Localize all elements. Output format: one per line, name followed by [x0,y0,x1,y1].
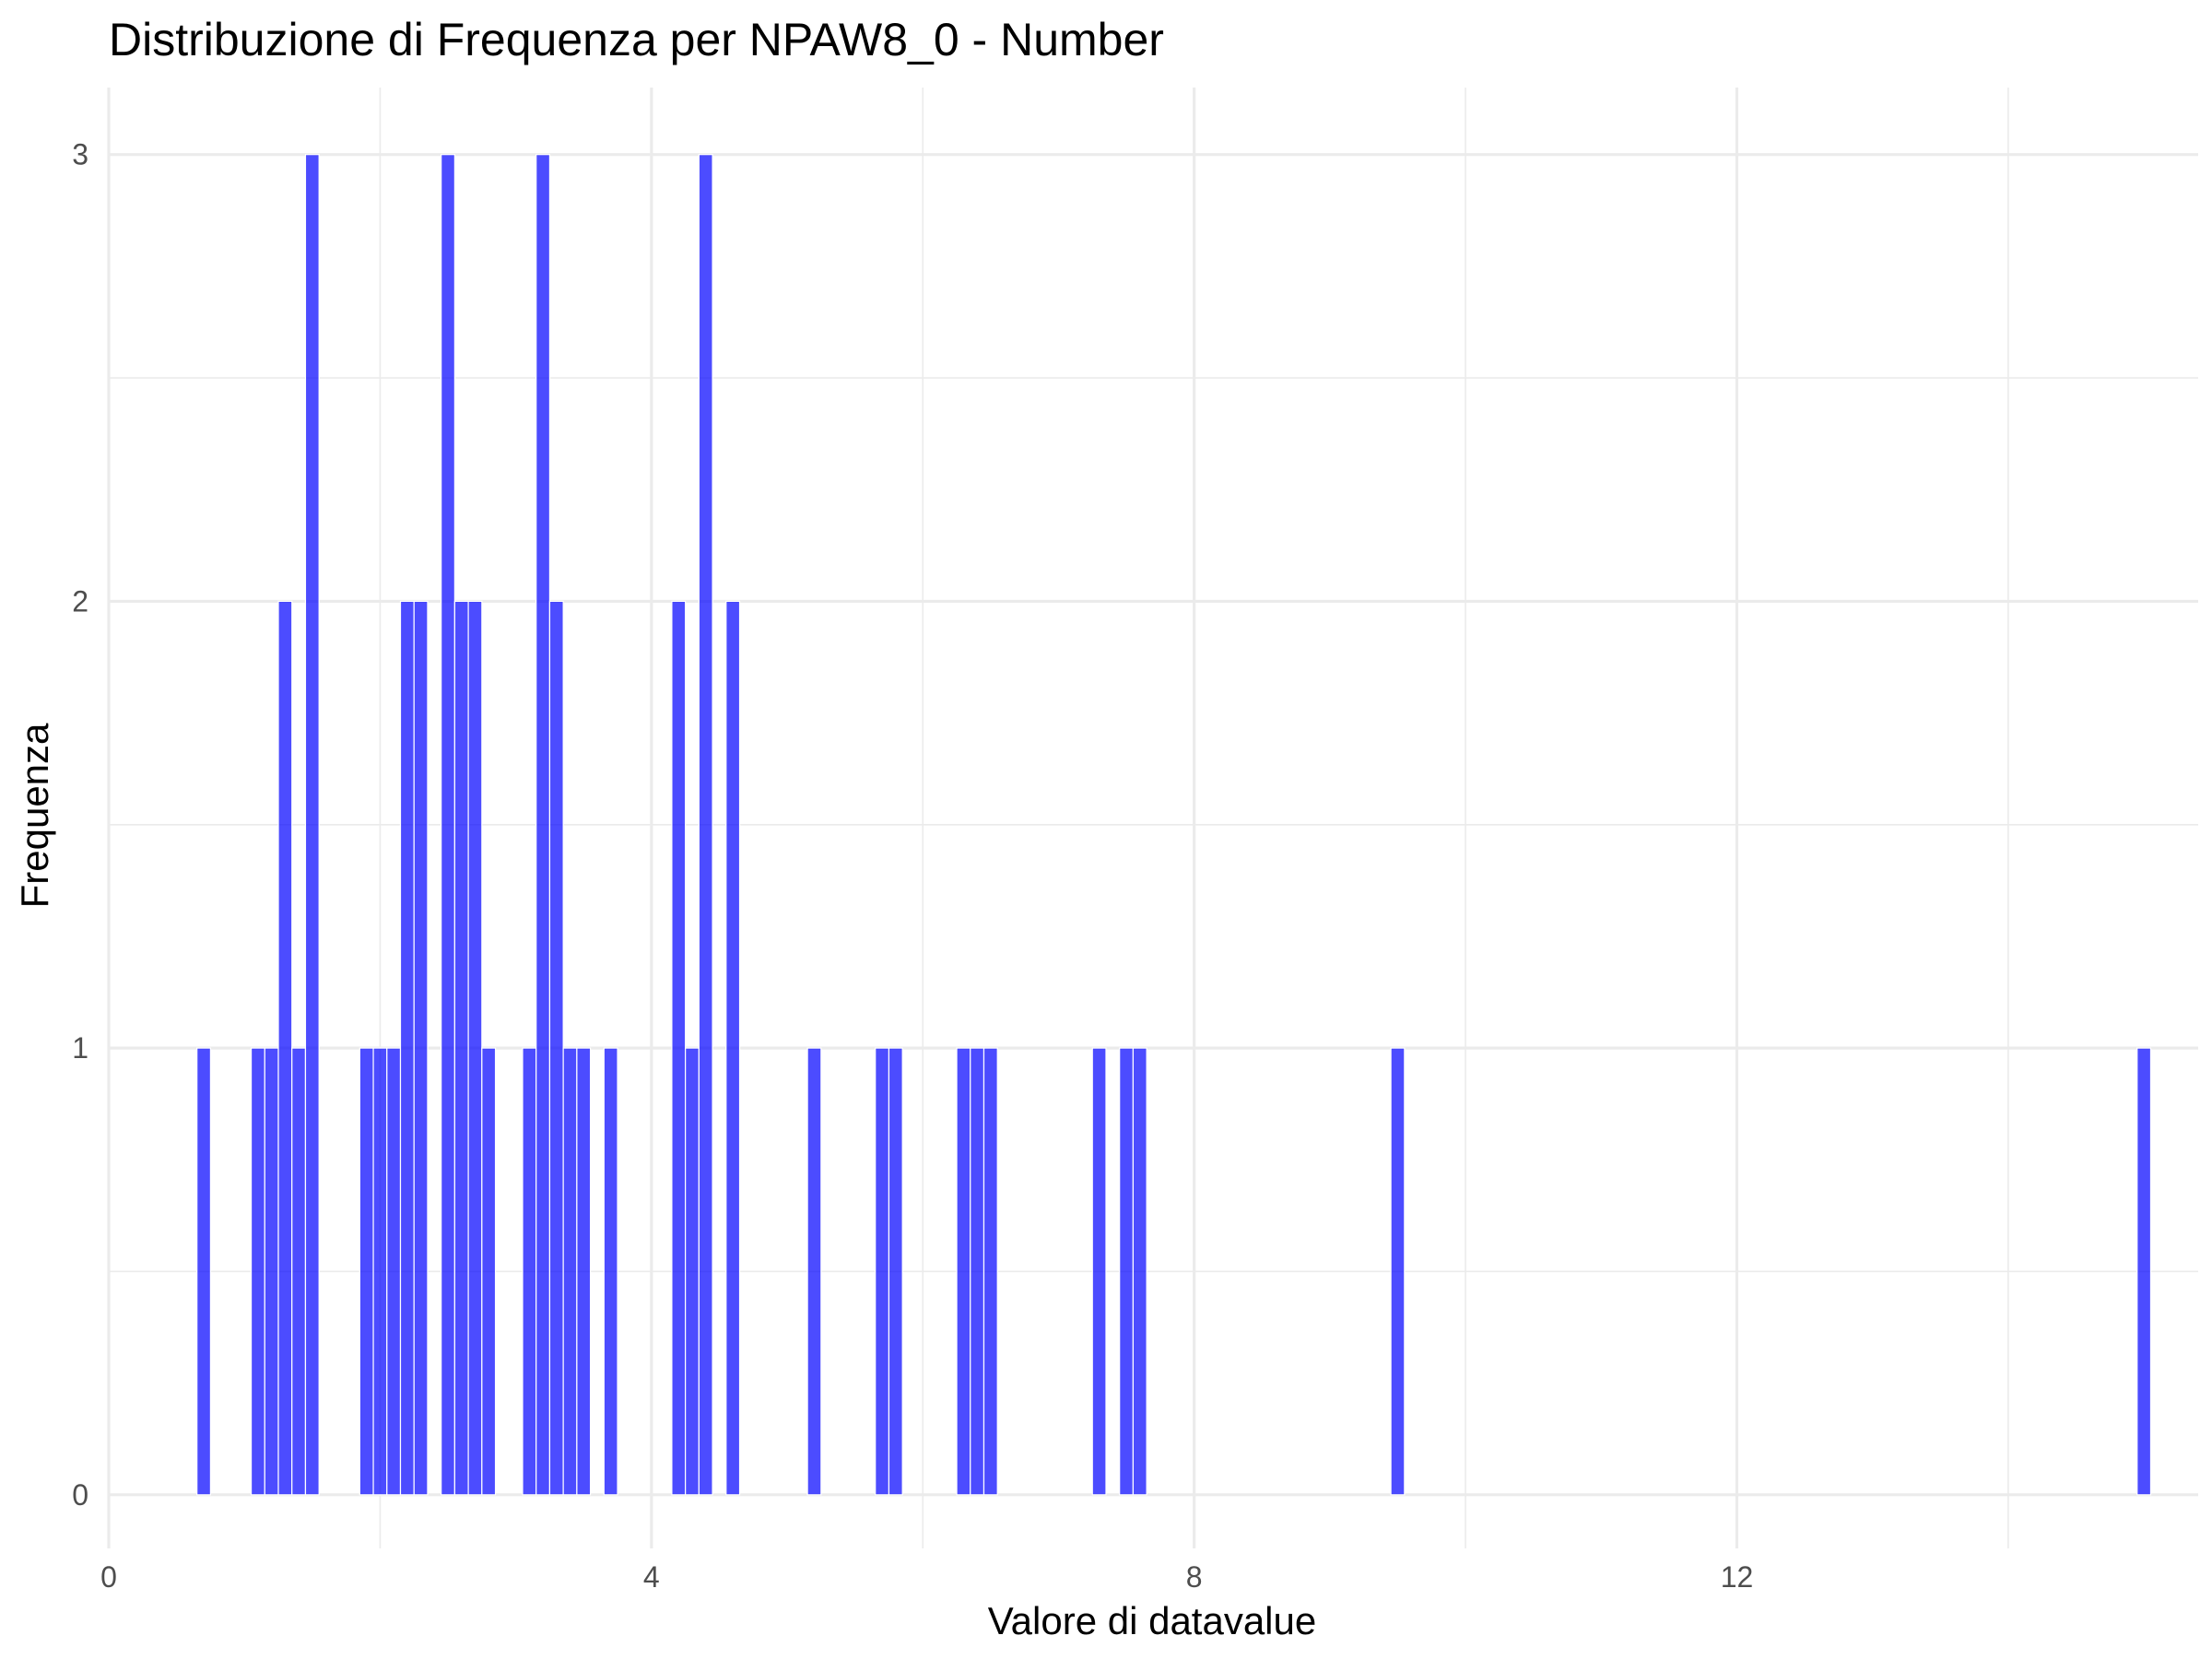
histogram-bar [698,154,713,1496]
histogram-bar [372,1047,388,1496]
histogram-bar [548,600,564,1496]
histogram-bar [277,600,293,1496]
histogram-bar [196,1047,212,1496]
histogram-bar [359,1047,374,1496]
bars [196,154,2152,1496]
histogram-bar [956,1047,971,1496]
histogram-bar [1091,1047,1107,1496]
x-tick-label: 8 [1186,1560,1203,1594]
histogram-bar [413,600,429,1496]
y-tick-label: 2 [72,584,88,618]
histogram-bar [441,154,455,1496]
histogram-bar [1390,1047,1406,1496]
histogram-bar [522,1047,537,1496]
x-tick-label: 12 [1721,1560,1754,1594]
x-tick-label: 0 [100,1560,117,1594]
y-tick-label: 1 [72,1031,88,1065]
histogram-bar [467,600,483,1496]
histogram-bar [291,1047,307,1496]
histogram-bar [1132,1047,1147,1496]
histogram-bar [576,1047,592,1496]
histogram-bar [875,1047,890,1496]
y-tick-label: 3 [72,138,88,171]
histogram-bar [1119,1047,1135,1496]
histogram-bar [671,600,687,1496]
chart-title: Distribuzione di Frequenza per NPAW8_0 -… [109,14,1164,65]
histogram-bar [685,1047,700,1496]
histogram-bar [453,600,469,1496]
histogram-bar [264,1047,279,1496]
x-axis-title: Valore di datavalue [988,1599,1316,1642]
y-axis-title: Frequenza [13,723,56,908]
histogram-bar [970,1047,985,1496]
histogram-bar [481,1047,497,1496]
histogram-bar [725,600,741,1496]
x-tick-label: 4 [643,1560,660,1594]
histogram-bar [806,1047,822,1496]
histogram-bar [304,154,320,1496]
histogram-bar [603,1047,618,1496]
histogram-bar [535,154,551,1496]
histogram-bar [982,1047,998,1496]
histogram-bar [386,1047,402,1496]
histogram-bar [562,1047,578,1496]
histogram-bar [250,1047,265,1496]
histogram-bar [399,600,415,1496]
histogram-bar [888,1047,903,1496]
y-tick-label: 0 [72,1478,88,1512]
histogram-bar [2136,1047,2152,1496]
